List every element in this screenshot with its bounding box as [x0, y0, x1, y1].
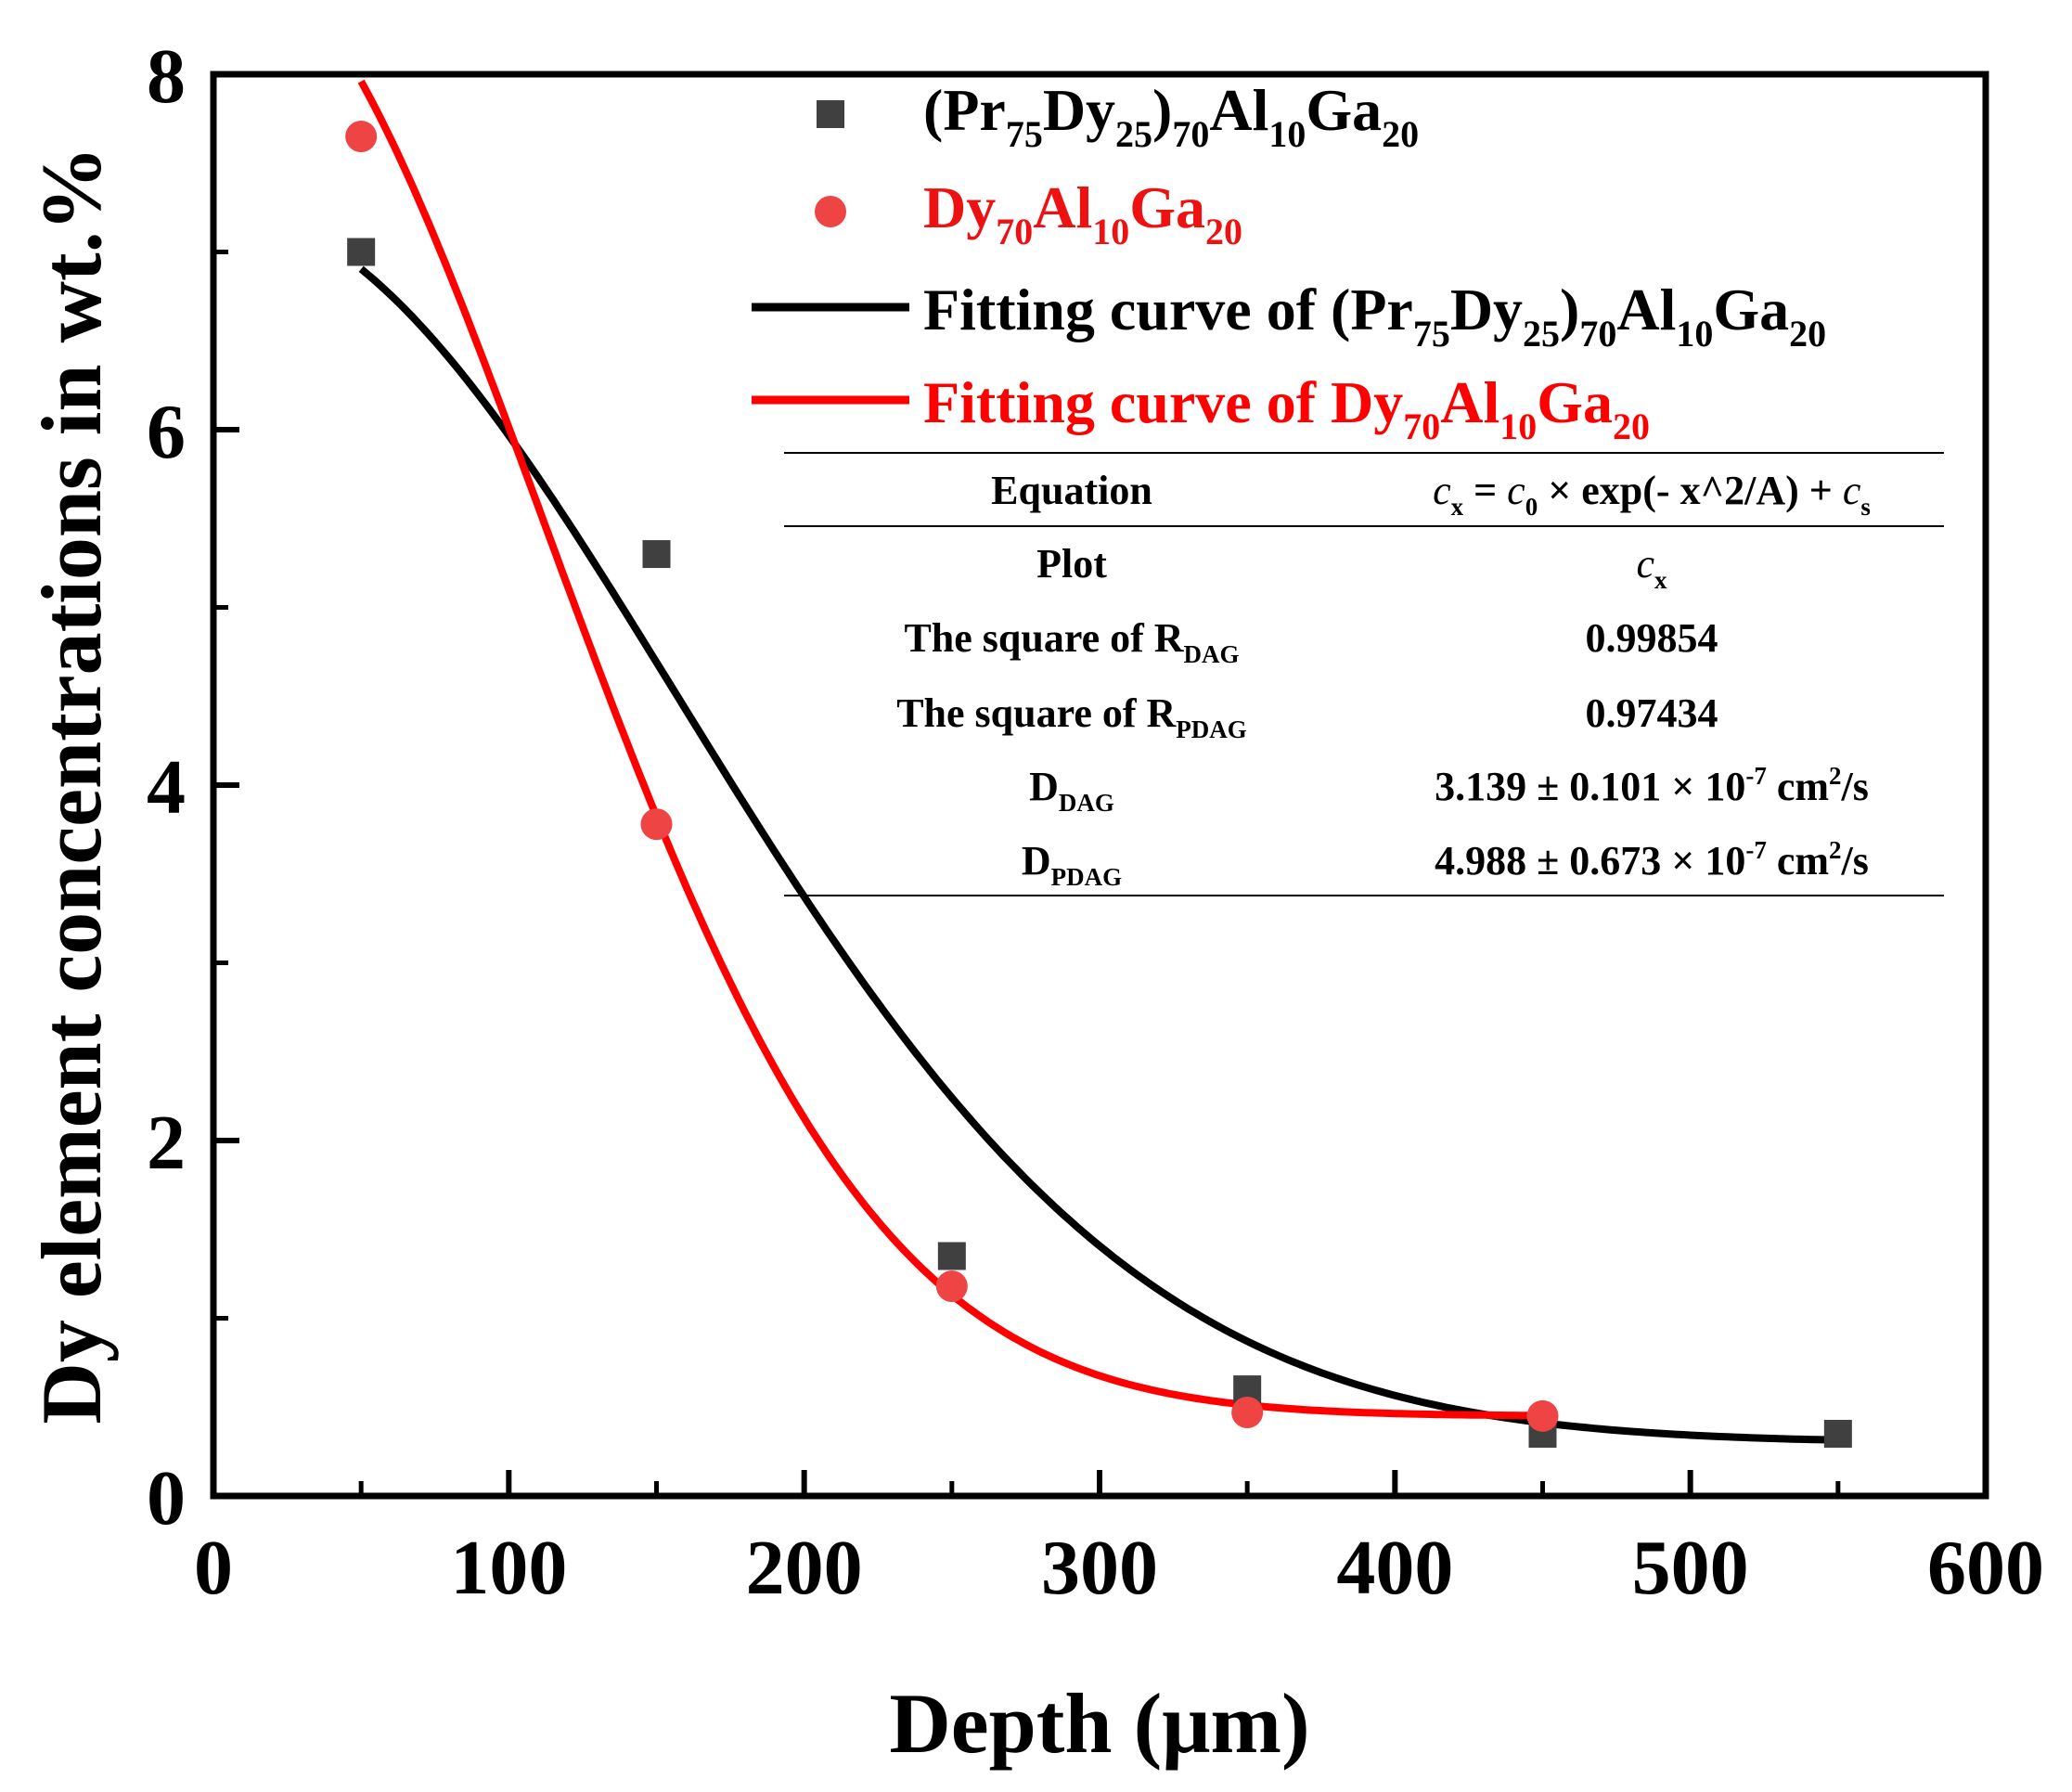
y-tick-label: 2 [147, 1100, 186, 1186]
legend: (Pr75Dy25)70Al10Ga20 Dy70Al10Ga20 Fitting … [752, 77, 1826, 447]
table-row-label: DPDAG [1022, 838, 1122, 891]
y-tick-label: 8 [147, 33, 186, 120]
y-axis-title: Dy element concentrations in wt.% [24, 146, 119, 1424]
table-row: The square of RDAG 0.99854 [904, 615, 1718, 668]
circle-point [1231, 1396, 1264, 1428]
table-row-value: cx = c0 × exp(- x^2/A) + cs [1433, 468, 1871, 521]
square-point [642, 540, 671, 569]
legend-entry: Fitting curve of (Pr75Dy25)70Al10Ga20 [752, 277, 1826, 355]
table-row-value: cx [1636, 541, 1667, 594]
square-point [347, 238, 376, 266]
table-row-label: The square of RDAG [904, 615, 1239, 668]
circle-point [640, 808, 673, 841]
table-row: The square of RPDAG 0.97434 [896, 690, 1718, 743]
circle-point [1526, 1399, 1559, 1432]
circle-point [345, 121, 378, 153]
table-row-value: 4.988 ± 0.673 × 10-7 cm2/s [1435, 836, 1869, 883]
x-tick-label: 100 [450, 1525, 567, 1611]
circle-point [935, 1270, 968, 1303]
legend-entry: Dy70Al10Ga20 [815, 174, 1242, 252]
y-tick-label: 0 [147, 1455, 186, 1541]
table-row-value: 3.139 ± 0.101 × 10-7 cm2/s [1435, 762, 1869, 809]
x-tick-label: 300 [1041, 1525, 1158, 1611]
x-tick-label: 200 [746, 1525, 863, 1611]
table-row-label: Equation [991, 468, 1152, 513]
legend-label: Fitting curve of (Pr75Dy25)70Al10Ga20 [923, 277, 1826, 355]
table-row-label: The square of RPDAG [896, 690, 1247, 743]
legend-label: (Pr75Dy25)70Al10Ga20 [923, 77, 1419, 155]
y-tick-label: 4 [147, 744, 186, 831]
legend-square-marker [817, 100, 844, 128]
table-row-value: 0.97434 [1586, 690, 1718, 736]
x-tick-label: 600 [1927, 1525, 2044, 1611]
legend-circle-marker [815, 196, 846, 227]
legend-entry: (Pr75Dy25)70Al10Ga20 [817, 77, 1419, 155]
legend-entry: Fitting curve of Dy70Al10Ga20 [752, 369, 1650, 447]
table-row-label: DDAG [1029, 764, 1114, 817]
x-tick-label: 500 [1632, 1525, 1749, 1611]
table-row: Equation cx = c0 × exp(- x^2/A) + cs [991, 468, 1871, 521]
table-row: DDAG 3.139 ± 0.101 × 10-7 cm2/s [1029, 762, 1869, 817]
table-row: DPDAG 4.988 ± 0.673 × 10-7 cm2/s [1022, 836, 1869, 891]
table-row: Plot cx [1036, 541, 1667, 594]
table-row-value: 0.99854 [1586, 615, 1718, 661]
square-point [937, 1242, 966, 1270]
x-axis-title: Depth (μm) [889, 1676, 1309, 1771]
data-points [345, 121, 1852, 1448]
table-row-label: Plot [1036, 541, 1107, 587]
y-tick-label: 6 [147, 389, 186, 475]
legend-label: Dy70Al10Ga20 [923, 174, 1242, 252]
x-tick-label: 0 [194, 1525, 233, 1611]
x-tick-label: 400 [1336, 1525, 1453, 1611]
legend-label: Fitting curve of Dy70Al10Ga20 [923, 369, 1650, 447]
axis-ticks: 0 100 200 300 400 500 600 0 2 4 6 8 [147, 33, 2044, 1611]
fit-curve-pdag [358, 265, 1838, 1444]
fit-parameter-table: Equation cx = c0 × exp(- x^2/A) + cs Plot c… [784, 452, 1944, 896]
square-point [1823, 1419, 1852, 1448]
